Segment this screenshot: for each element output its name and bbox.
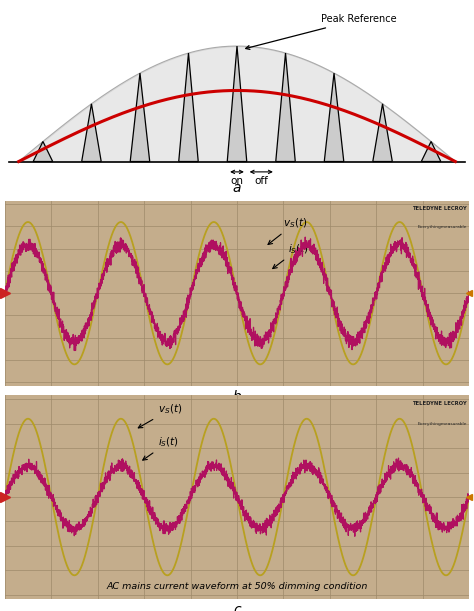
Polygon shape xyxy=(33,142,53,161)
Text: $i_S(t)$: $i_S(t)$ xyxy=(143,435,179,460)
Polygon shape xyxy=(276,53,295,161)
Polygon shape xyxy=(373,104,392,161)
Text: $i_S(t)$: $i_S(t)$ xyxy=(273,242,309,269)
Polygon shape xyxy=(227,46,247,161)
Text: TELEDYNE LECROY: TELEDYNE LECROY xyxy=(412,207,467,211)
Text: on: on xyxy=(230,176,244,186)
Polygon shape xyxy=(324,73,344,161)
Text: b: b xyxy=(233,390,241,404)
Text: $i_S(t)$: $i_S(t)$ xyxy=(0,610,1,611)
Polygon shape xyxy=(130,73,150,161)
Polygon shape xyxy=(82,104,101,161)
Text: $I_{L_1}(t)$: $I_{L_1}(t)$ xyxy=(0,610,1,611)
Text: AC mains current waveform at 50% dimming condition: AC mains current waveform at 50% dimming… xyxy=(106,582,368,591)
Text: a: a xyxy=(233,181,241,195)
Text: Everythingmeasurable: Everythingmeasurable xyxy=(418,225,467,229)
Text: c: c xyxy=(233,603,241,611)
Text: Everythingmeasurable: Everythingmeasurable xyxy=(418,422,467,426)
Text: $v_S(t)$: $v_S(t)$ xyxy=(268,216,308,244)
Text: $v_S(t)$: $v_S(t)$ xyxy=(138,403,182,428)
Text: TELEDYNE LECROY: TELEDYNE LECROY xyxy=(412,401,467,406)
Text: off: off xyxy=(255,176,268,186)
Polygon shape xyxy=(179,53,198,161)
Text: Peak Reference: Peak Reference xyxy=(246,15,396,49)
Polygon shape xyxy=(421,142,441,161)
